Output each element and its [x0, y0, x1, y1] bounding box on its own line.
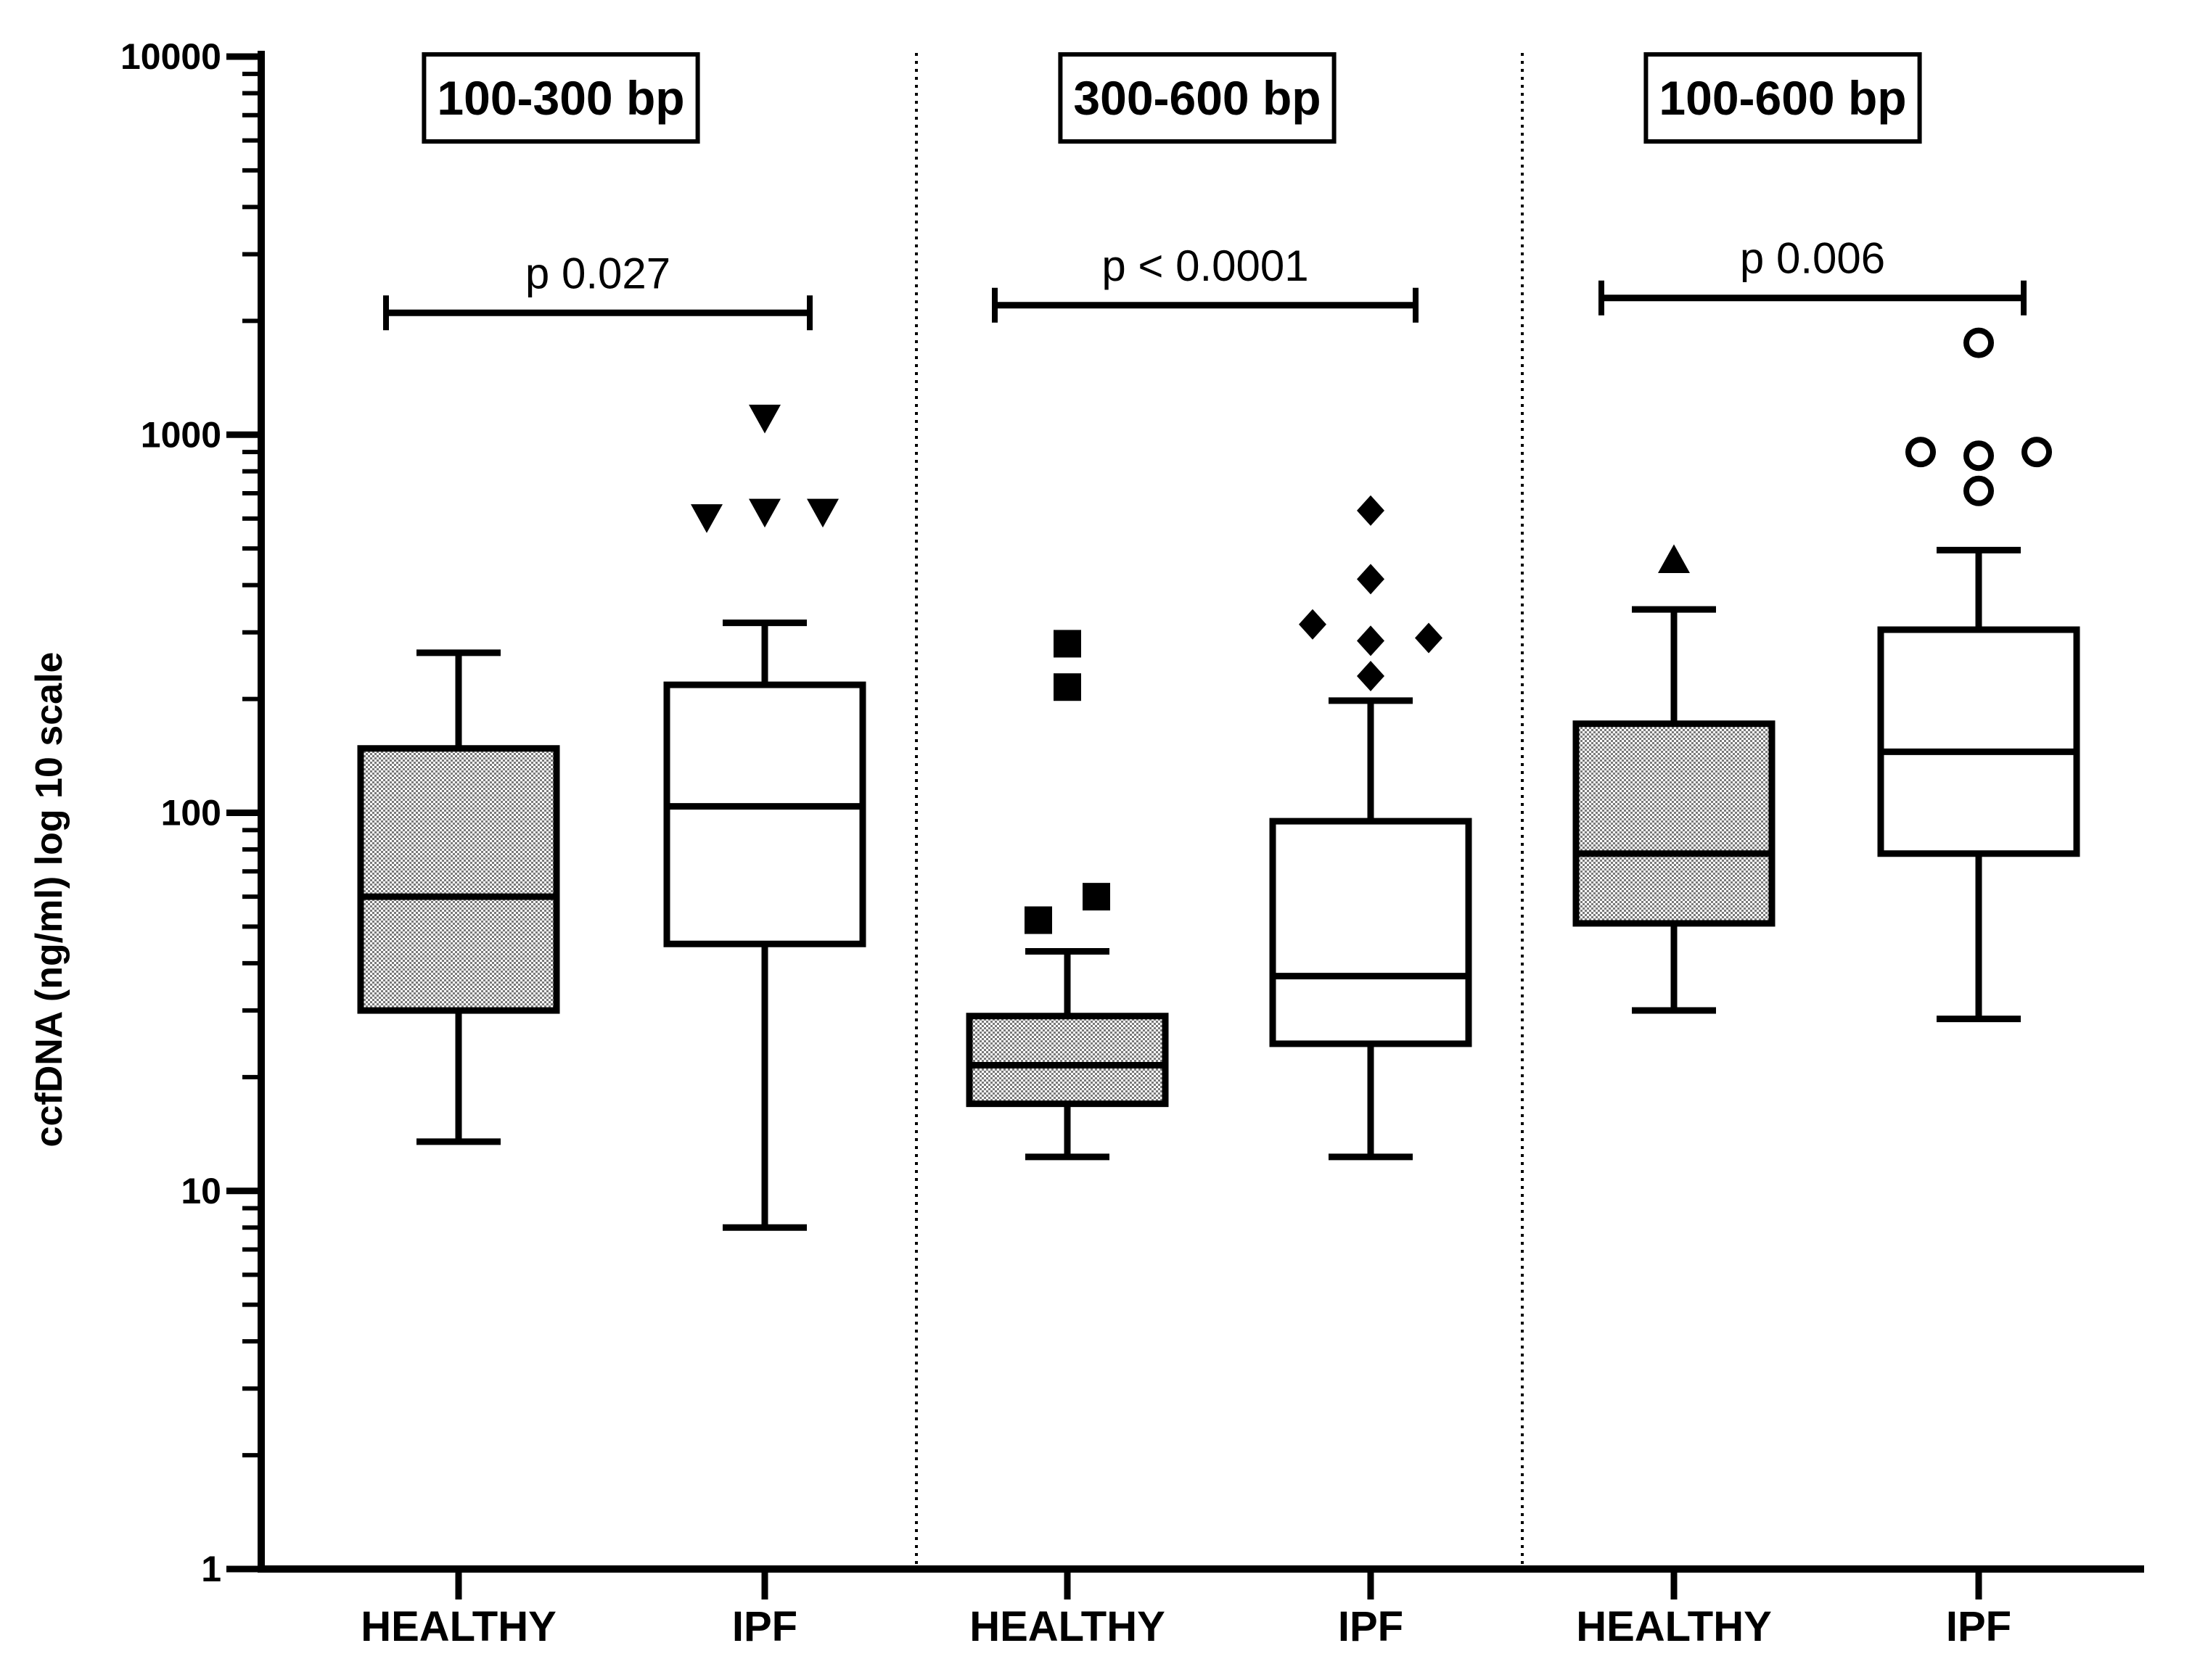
outlier-point — [749, 498, 781, 528]
x-category-label: HEALTHY — [361, 1603, 557, 1650]
y-tick-label: 1 — [201, 1549, 221, 1589]
plot-area: 100-300 bp p 0.027 300-600 bp p < 0.0001 100… — [357, 52, 2080, 1231]
outlier-point — [1415, 622, 1442, 654]
x-category-label: IPF — [732, 1603, 797, 1650]
x-category-label: HEALTHY — [969, 1603, 1165, 1650]
p-value-label: p 0.027 — [525, 249, 670, 297]
panel-title-box — [1058, 52, 1337, 144]
panel-title: 300-600 bp — [1073, 71, 1321, 125]
outlier-point — [1658, 544, 1690, 573]
outlier-point — [1357, 495, 1384, 526]
outlier-point — [1963, 475, 1994, 506]
y-tick-label: 10000 — [120, 36, 221, 77]
x-category-label: IPF — [1946, 1603, 2011, 1650]
outlier-point — [1054, 630, 1081, 658]
box-iqr — [1877, 626, 2080, 857]
box-iqr — [966, 1013, 1169, 1108]
panel-title: 100-600 bp — [1659, 71, 1906, 125]
outlier-point — [1025, 906, 1052, 934]
axes: 1 10 100 1000 10000 HEALTHY IPF HEALTHY IPF HEALT… — [120, 36, 2144, 1650]
box-iqr — [1269, 818, 1472, 1047]
outlier-point — [1299, 609, 1326, 640]
panel-title: 100-300 bp — [437, 71, 684, 125]
outlier-point — [1357, 564, 1384, 595]
outlier-point — [2021, 437, 2052, 468]
outlier-point — [1054, 673, 1081, 701]
outlier-point — [749, 404, 781, 434]
panel-title-box — [1643, 52, 1922, 144]
outlier-point — [1357, 625, 1384, 656]
outlier-point — [691, 504, 723, 533]
outlier-point — [807, 498, 839, 528]
outlier-point — [1963, 327, 1994, 358]
outlier-point — [1963, 440, 1994, 472]
outlier-point — [1357, 660, 1384, 691]
outlier-point — [1083, 883, 1110, 911]
p-value-label: p < 0.0001 — [1101, 242, 1308, 290]
box-iqr — [1572, 720, 1776, 927]
box-iqr — [663, 681, 866, 947]
y-tick-label: 1000 — [141, 414, 221, 455]
y-axis-label: ccfDNA (ng/ml) log 10 scale — [28, 652, 70, 1148]
x-category-label: IPF — [1338, 1603, 1403, 1650]
y-tick-label: 10 — [181, 1171, 221, 1211]
x-category-label: HEALTHY — [1576, 1603, 1772, 1650]
outlier-point — [1905, 437, 1936, 468]
p-value-label: p 0.006 — [1740, 234, 1885, 283]
box-iqr — [357, 745, 560, 1014]
y-tick-label: 100 — [161, 793, 221, 833]
panel-title-box — [422, 52, 700, 144]
